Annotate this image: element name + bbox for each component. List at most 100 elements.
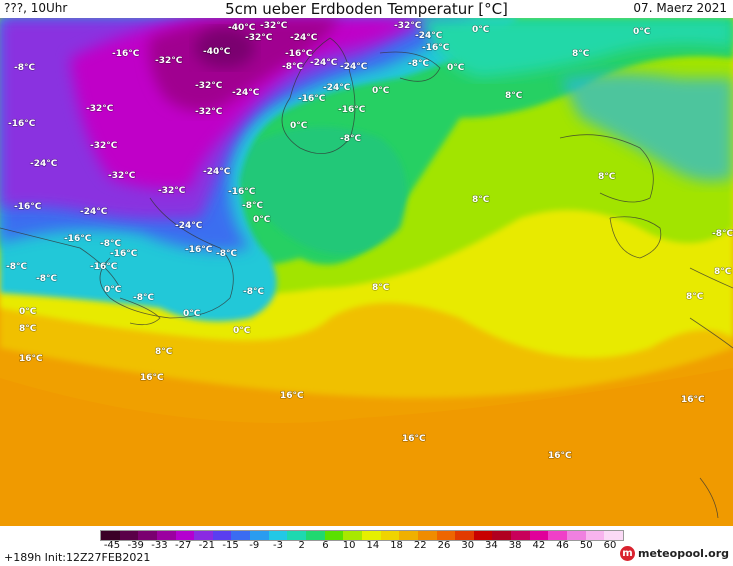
temp-label: -16°C — [422, 43, 450, 53]
temp-label: -8°C — [340, 134, 361, 144]
temp-label: 0°C — [372, 86, 390, 96]
color-scale-tick-label: 38 — [508, 540, 522, 551]
temp-label: -24°C — [30, 159, 58, 169]
color-scale-segment — [194, 531, 213, 540]
temp-label: -8°C — [216, 249, 237, 259]
color-scale-tick-label: 22 — [413, 540, 427, 551]
color-scale-segment — [287, 531, 307, 540]
footer-bar: -45 -39 -33 -27 -21 -15 -9 -3 2 6 10 14 18 22 26 30 34 38… — [0, 526, 733, 566]
temp-label: -24°C — [415, 31, 443, 41]
color-scale-tick-label: -39 — [127, 540, 144, 551]
temp-label: -32°C — [108, 171, 136, 181]
temp-label: -40°C — [228, 23, 256, 33]
temp-label: 0°C — [447, 63, 465, 73]
temp-label: -32°C — [195, 107, 223, 117]
color-scale-segment — [492, 531, 512, 540]
temp-label: 8°C — [155, 347, 173, 357]
map-title: 5cm ueber Erdboden Temperatur [°C] — [225, 0, 508, 18]
temp-label: -16°C — [8, 119, 36, 129]
temp-label: 8°C — [472, 195, 490, 205]
color-scale-segment — [436, 531, 456, 540]
temp-label: -32°C — [90, 141, 118, 151]
temp-label: -40°C — [203, 47, 231, 57]
temp-label: -32°C — [260, 21, 288, 31]
temp-label: -8°C — [242, 201, 263, 211]
model-run-info: +189h Init:12Z27FEB2021 — [4, 551, 151, 564]
temp-label: -8°C — [282, 62, 303, 72]
color-scale-tick-label: 60 — [603, 540, 617, 551]
color-scale-segment — [175, 531, 195, 540]
color-scale-segment — [548, 531, 568, 540]
color-scale-tick-label: -9 — [249, 540, 260, 551]
color-scale-tick-label: 26 — [437, 540, 451, 551]
temp-label: 16°C — [140, 373, 164, 383]
temp-label: -32°C — [158, 186, 186, 196]
color-scale-tick-label: 46 — [556, 540, 569, 551]
temp-label: -8°C — [133, 293, 154, 303]
color-scale-segment — [250, 531, 269, 540]
temp-label: 0°C — [290, 121, 308, 131]
coastlines — [0, 37, 733, 519]
temp-label: -32°C — [245, 33, 273, 43]
color-scale-tick-label: -33 — [151, 540, 168, 551]
temp-label: -8°C — [408, 59, 429, 69]
color-scale-tick-label: 30 — [461, 540, 475, 551]
meteopool-logo-icon: m — [620, 546, 635, 561]
temp-label: -24°C — [323, 83, 351, 93]
color-scale-tick-label: 14 — [366, 540, 380, 551]
color-scale-segment — [511, 531, 530, 540]
color-scale-tick-label: 34 — [485, 540, 498, 551]
temp-label: 0°C — [19, 307, 37, 317]
temp-label: -8°C — [243, 287, 264, 297]
brand-text: meteopool.org — [638, 547, 729, 560]
color-scale-tick-label: -21 — [198, 540, 216, 551]
temp-label: 8°C — [572, 49, 590, 59]
color-scale-tick-label: 6 — [322, 540, 329, 551]
temp-label: -8°C — [14, 63, 35, 73]
temp-label: -24°C — [80, 207, 108, 217]
color-scale-segment — [231, 531, 251, 540]
temp-label: -32°C — [195, 81, 223, 91]
temp-label: -16°C — [14, 202, 42, 212]
temp-label: 0°C — [104, 285, 122, 295]
hour-label: ???, 10Uhr — [4, 1, 68, 15]
temp-label: -8°C — [36, 274, 57, 284]
color-scale-tick-label: 50 — [579, 540, 593, 551]
color-scale-segment — [268, 531, 288, 540]
temp-label: -16°C — [185, 245, 213, 255]
brand-logo[interactable]: m meteopool.org — [620, 546, 729, 561]
color-scale-bar — [100, 530, 624, 541]
color-scale-segment — [212, 531, 232, 540]
temp-label: 0°C — [183, 309, 201, 319]
temp-label: -16°C — [110, 249, 138, 259]
temp-label: -16°C — [228, 187, 256, 197]
temp-label: 8°C — [372, 283, 390, 293]
color-scale-segment — [455, 531, 474, 540]
color-scale-tick-label: 10 — [342, 540, 356, 551]
temp-label: -24°C — [310, 58, 338, 68]
color-scale-segment — [604, 531, 623, 540]
temp-label: -24°C — [175, 221, 203, 231]
color-scale-tick-label: 42 — [532, 540, 546, 551]
color-scale-tick-label: -3 — [273, 540, 283, 551]
temp-label: 8°C — [19, 324, 37, 334]
temp-label: 8°C — [686, 292, 704, 302]
color-scale-tick-label: 2 — [298, 540, 305, 551]
color-scale-ticks: -45 -39 -33 -27 -21 -15 -9 -3 2 6 10 14 18 22 26 30 34 38… — [100, 540, 622, 554]
temp-label: -32°C — [155, 56, 183, 66]
temp-label: -16°C — [64, 234, 92, 244]
color-scale-segment — [343, 531, 362, 540]
color-scale-segment — [380, 531, 400, 540]
temp-label: -24°C — [290, 33, 318, 43]
temp-label: -8°C — [712, 229, 733, 239]
temperature-labels: -40°C -32°C -32°C -24°C -32°C -24°C 0°C … — [5, 20, 733, 461]
temp-label: 16°C — [402, 434, 426, 444]
temp-label: -16°C — [298, 94, 326, 104]
temp-label: -8°C — [6, 262, 27, 272]
temp-label: 16°C — [681, 395, 705, 405]
color-scale-segment — [306, 531, 325, 540]
temp-label: 16°C — [280, 391, 304, 401]
color-scale-tick-label: 18 — [390, 540, 403, 551]
temp-label: 8°C — [598, 172, 616, 182]
color-scale-segment — [324, 531, 344, 540]
